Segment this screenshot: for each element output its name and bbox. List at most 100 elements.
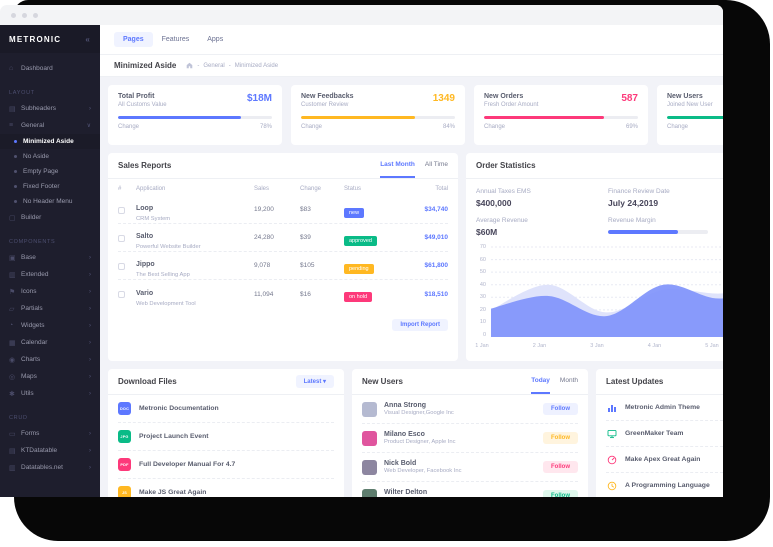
update-title[interactable]: Make Apex Great Again bbox=[625, 456, 701, 463]
chevron-icon: › bbox=[89, 322, 91, 329]
breadcrumb-item[interactable]: Minimized Aside bbox=[234, 62, 279, 69]
sidebar-item-dashboard[interactable]: ⌂ Dashboard bbox=[0, 60, 100, 77]
import-report-button[interactable]: Import Report bbox=[392, 319, 448, 331]
table-header-row: # Application Sales Change Status Total bbox=[118, 181, 448, 196]
window-dot-icon[interactable] bbox=[22, 12, 27, 18]
list-item[interactable]: Make Apex Great Again bbox=[606, 447, 723, 473]
sidebar-subitem-no-aside[interactable]: No Aside bbox=[0, 149, 100, 164]
list-item: Anna Strong Visual Designer,Google Inc F… bbox=[362, 395, 578, 424]
update-title[interactable]: GreenMaker Team bbox=[625, 430, 684, 437]
chart-icon: ◉ bbox=[9, 356, 16, 364]
update-title[interactable]: A Programming Language bbox=[625, 482, 710, 489]
follow-button[interactable]: Follow bbox=[543, 490, 578, 497]
sidebar-item-label: General bbox=[21, 122, 45, 129]
sidebar-subitem-label: Empty Page bbox=[23, 168, 59, 175]
area-chart bbox=[491, 246, 723, 337]
sidebar-item-icons[interactable]: ⚑ Icons › bbox=[0, 283, 100, 300]
sidebar-item-label: Calendar bbox=[21, 339, 48, 346]
row-checkbox[interactable] bbox=[118, 291, 125, 298]
card-title: Sales Reports bbox=[118, 161, 172, 170]
chevron-icon: › bbox=[89, 373, 91, 380]
tab-last-month[interactable]: Last Month bbox=[380, 153, 415, 178]
list-item[interactable]: A Programming Language bbox=[606, 473, 723, 497]
sidebar-item-label: Icons bbox=[21, 288, 37, 295]
sidebar-item-label: Forms bbox=[21, 430, 40, 437]
row-checkbox[interactable] bbox=[118, 262, 125, 270]
user-name[interactable]: Wilter Delton bbox=[384, 489, 428, 496]
sidebar-item-builder[interactable]: ▢ Builder bbox=[0, 209, 100, 226]
breadcrumb-separator: - bbox=[197, 62, 200, 69]
sidebar-section-label: COMPONENTS bbox=[9, 239, 56, 245]
row-checkbox[interactable] bbox=[118, 206, 125, 214]
new-users-card: New Users Today Month Ann bbox=[352, 369, 588, 497]
tab-apps[interactable]: Apps bbox=[207, 36, 224, 43]
sidebar-item-calendar[interactable]: ▦ Calendar › bbox=[0, 334, 100, 351]
follow-button[interactable]: Follow bbox=[543, 432, 578, 444]
stat-value: July 24,2019 bbox=[608, 198, 659, 208]
sidebar-item-utils[interactable]: ✱ Utils › bbox=[0, 385, 100, 402]
sidebar-item-extended[interactable]: ▥ Extended › bbox=[0, 266, 100, 283]
sidebar-item-datatables-net[interactable]: ▥ Datatables.net › bbox=[0, 459, 100, 476]
sales-table: # Application Sales Change Status Total bbox=[108, 179, 458, 308]
double-chevron-left-icon[interactable]: « bbox=[85, 34, 91, 44]
app-description: The Best Selling App bbox=[136, 272, 190, 278]
list-item[interactable]: DOC Metronic Documentation bbox=[118, 395, 334, 423]
tab-month[interactable]: Month bbox=[559, 377, 578, 384]
sidebar-subitem-empty-page[interactable]: Empty Page bbox=[0, 164, 100, 179]
sidebar-subitem-no-header-menu[interactable]: No Header Menu bbox=[0, 194, 100, 209]
sidebar-item-base[interactable]: ▣ Base › bbox=[0, 249, 100, 266]
stats-row: Total Profit All Customs Value $18M Chan… bbox=[108, 85, 723, 145]
bar-chart-icon bbox=[606, 403, 617, 413]
user-name[interactable]: Milano Esco bbox=[384, 431, 425, 438]
tab-features[interactable]: Features bbox=[161, 36, 190, 43]
sidebar-subitem-label: No Aside bbox=[23, 153, 50, 160]
sidebar-item-ktdatatable[interactable]: ▤ KTDatatable › bbox=[0, 442, 100, 459]
app-name[interactable]: Vario bbox=[136, 289, 154, 297]
progress-track bbox=[118, 116, 272, 119]
follow-button[interactable]: Follow bbox=[543, 403, 578, 415]
app-name[interactable]: Salto bbox=[136, 233, 154, 240]
list-item[interactable]: JPG Project Launch Event bbox=[118, 423, 334, 451]
tab-today[interactable]: Today bbox=[531, 369, 550, 394]
user-name[interactable]: Nick Bold bbox=[384, 460, 417, 467]
list-item[interactable]: GreenMaker Team bbox=[606, 421, 723, 447]
row-checkbox[interactable] bbox=[118, 234, 125, 242]
app-name[interactable]: Jippo bbox=[136, 261, 155, 268]
window-dot-icon[interactable] bbox=[11, 12, 16, 18]
sales-reports-card: Sales Reports Last Month All Time # Appl… bbox=[108, 153, 458, 361]
follow-button[interactable]: Follow bbox=[543, 461, 578, 473]
update-title[interactable]: Metronic Admin Theme bbox=[625, 404, 700, 411]
sidebar-subitem-minimized-aside[interactable]: Minimized Aside bbox=[0, 134, 100, 149]
avatar bbox=[362, 488, 377, 497]
app-name[interactable]: Loop bbox=[136, 205, 154, 212]
sidebar-item-label: KTDatatable bbox=[21, 447, 58, 454]
app: METRONIC « ⌂ Dashboard LAYOUT ▤ Subheaders › ≡… bbox=[0, 25, 723, 497]
user-name[interactable]: Anna Strong bbox=[384, 402, 426, 409]
file-name[interactable]: Metronic Documentation bbox=[139, 405, 219, 412]
tab-all-time[interactable]: All Time bbox=[424, 161, 448, 168]
sidebar-item-subheaders[interactable]: ▤ Subheaders › bbox=[0, 100, 100, 117]
sidebar-item-widgets[interactable]: ◔ Widgets › bbox=[0, 317, 100, 334]
brand-logo: METRONIC bbox=[9, 34, 62, 44]
file-name[interactable]: Make JS Great Again bbox=[139, 489, 207, 496]
total-value: $61,800 bbox=[424, 262, 449, 269]
sidebar-section-label: LAYOUT bbox=[9, 90, 35, 96]
file-name[interactable]: Project Launch Event bbox=[139, 433, 209, 440]
breadcrumb-item[interactable]: General bbox=[203, 62, 225, 69]
list-item[interactable]: PDF Full Developer Manual For 4.7 bbox=[118, 451, 334, 479]
sidebar: METRONIC « ⌂ Dashboard LAYOUT ▤ Subheaders › ≡… bbox=[0, 25, 100, 497]
sidebar-item-general[interactable]: ≡ General ∨ bbox=[0, 117, 100, 134]
tab-pages[interactable]: Pages bbox=[114, 32, 153, 47]
sidebar-item-forms[interactable]: ▭ Forms › bbox=[0, 425, 100, 442]
sidebar-item-partials[interactable]: ▱ Partials › bbox=[0, 300, 100, 317]
file-name[interactable]: Full Developer Manual For 4.7 bbox=[139, 461, 236, 468]
sidebar-item-maps[interactable]: ◎ Maps › bbox=[0, 368, 100, 385]
latest-filter-button[interactable]: Latest ▾ bbox=[295, 375, 334, 388]
sidebar-subitem-fixed-footer[interactable]: Fixed Footer bbox=[0, 179, 100, 194]
home-icon[interactable] bbox=[186, 62, 193, 69]
sidebar-item-charts[interactable]: ◉ Charts › bbox=[0, 351, 100, 368]
tools-icon: ✱ bbox=[9, 390, 15, 398]
window-dot-icon[interactable] bbox=[33, 12, 38, 18]
list-item[interactable]: JS Make JS Great Again bbox=[118, 479, 334, 497]
list-item[interactable]: Metronic Admin Theme bbox=[606, 395, 723, 421]
